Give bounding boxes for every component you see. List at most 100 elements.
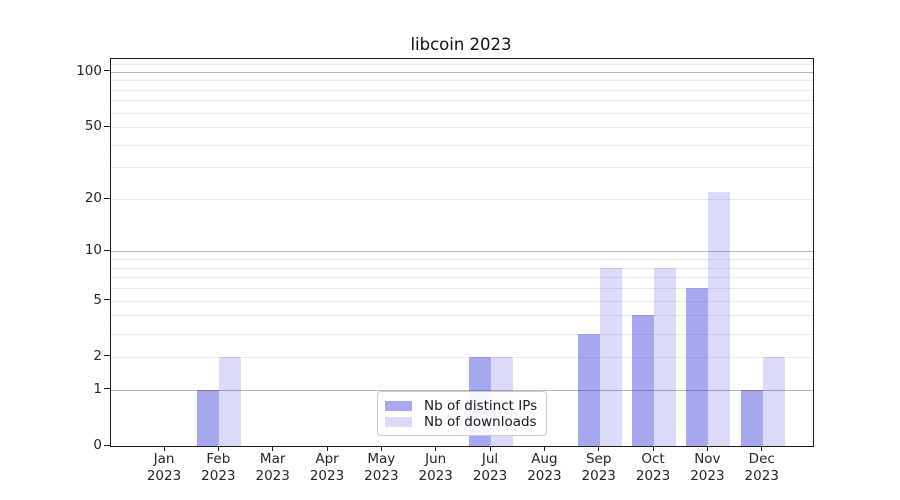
x-tick-mark [435, 446, 437, 451]
y-tick-label: 100 [76, 62, 102, 79]
bar-distinct-ips-feb [197, 389, 220, 446]
x-tick-label-jun: Jun 2023 [406, 451, 466, 485]
x-tick-year: 2023 [364, 468, 399, 484]
gridline-major [111, 251, 813, 253]
x-tick-year: 2023 [255, 468, 290, 484]
y-tick-mark [104, 70, 110, 72]
x-tick-label-jul: Jul 2023 [460, 451, 520, 485]
gridline-minor [111, 112, 813, 114]
x-tick-mark [652, 446, 654, 451]
x-tick-mark [598, 446, 600, 451]
x-tick-mark [761, 446, 763, 451]
y-tick-mark [104, 249, 110, 251]
bar-distinct-ips-sep [577, 333, 600, 446]
x-tick-month: May [367, 451, 396, 467]
x-tick-label-oct: Oct 2023 [623, 451, 683, 485]
y-tick-label: 20 [84, 190, 102, 207]
y-tick-mark [104, 125, 110, 127]
legend-item-downloads: Nb of downloads [385, 414, 546, 430]
y-tick-mark [104, 388, 110, 390]
x-tick-mark [217, 446, 219, 451]
gridline-major [111, 389, 813, 391]
x-tick-label-may: May 2023 [351, 451, 411, 485]
gridline-minor [111, 89, 813, 91]
x-tick-label-sep: Sep 2023 [569, 451, 629, 485]
x-tick-year: 2023 [744, 468, 779, 484]
x-tick-month: Aug [531, 451, 558, 467]
x-tick-label-dec: Dec 2023 [732, 451, 792, 485]
bar-downloads-nov [708, 191, 731, 446]
y-tick-mark [104, 197, 110, 199]
legend-item-distinct-ips: Nb of distinct IPs [385, 398, 546, 414]
x-tick-month: Jun [425, 451, 447, 467]
gridline-minor [111, 127, 813, 129]
x-tick-year: 2023 [472, 468, 508, 484]
x-tick-mark [543, 446, 545, 451]
gridline-minor [111, 267, 813, 269]
gridline-minor [111, 259, 813, 261]
gridline-minor [111, 288, 813, 290]
x-tick-label-nov: Nov 2023 [677, 451, 737, 485]
x-tick-label-aug: Aug 2023 [514, 451, 574, 485]
bar-downloads-oct [654, 267, 677, 446]
gridline-minor [111, 277, 813, 279]
x-tick-year: 2023 [635, 468, 671, 484]
bar-downloads-dec [762, 356, 785, 446]
x-tick-label-feb: Feb 2023 [188, 451, 248, 485]
x-tick-mark [380, 446, 382, 451]
gridline-minor [111, 63, 813, 65]
legend: Nb of distinct IPs Nb of downloads [377, 391, 547, 436]
gridline-minor [111, 315, 813, 317]
gridline-minor [111, 167, 813, 169]
gridline-minor [111, 300, 813, 302]
x-tick-label-mar: Mar 2023 [243, 451, 303, 485]
bar-downloads-feb [219, 356, 242, 446]
y-tick-label: 1 [93, 380, 102, 397]
x-tick-year: 2023 [690, 468, 725, 484]
gridline-minor [111, 199, 813, 201]
x-tick-month: Jan [153, 451, 175, 467]
y-tick-mark [104, 355, 110, 357]
x-tick-mark [272, 446, 274, 451]
y-tick-label: 5 [93, 291, 102, 308]
y-tick-mark [104, 299, 110, 301]
gridline-minor [111, 356, 813, 358]
x-tick-year: 2023 [581, 468, 616, 484]
y-tick-label: 50 [84, 118, 102, 135]
bar-downloads-sep [599, 267, 622, 446]
bar-distinct-ips-dec [740, 389, 763, 446]
legend-label-distinct-ips: Nb of distinct IPs [424, 398, 538, 414]
legend-label-downloads: Nb of downloads [424, 414, 537, 430]
bar-distinct-ips-oct [632, 315, 655, 446]
chart-title: libcoin 2023 [410, 35, 512, 54]
x-tick-month: Sep [585, 451, 612, 467]
x-tick-mark [326, 446, 328, 451]
x-tick-label-jan: Jan 2023 [134, 451, 194, 485]
y-tick-label: 2 [93, 347, 102, 364]
y-tick-label: 10 [84, 242, 102, 259]
x-tick-month: Oct [641, 451, 665, 467]
gridline-minor [111, 144, 813, 146]
x-tick-year: 2023 [309, 468, 345, 484]
plot-area [110, 58, 814, 447]
x-tick-month: Jul [481, 451, 499, 467]
x-tick-year: 2023 [527, 468, 562, 484]
x-tick-month: Mar [259, 451, 286, 467]
x-tick-year: 2023 [418, 468, 453, 484]
legend-swatch-distinct-ips [385, 401, 412, 411]
gridline-minor [111, 333, 813, 335]
x-tick-month: Apr [315, 451, 339, 467]
y-tick-mark [104, 444, 110, 446]
x-tick-month: Nov [694, 451, 721, 467]
y-tick-label: 0 [93, 437, 102, 453]
bar-distinct-ips-nov [686, 288, 709, 446]
gridline-minor [111, 80, 813, 82]
gridline-minor [111, 100, 813, 102]
x-tick-year: 2023 [201, 468, 236, 484]
x-tick-mark [489, 446, 491, 451]
x-tick-year: 2023 [146, 468, 182, 484]
gridline-major [111, 71, 813, 73]
x-tick-label-apr: Apr 2023 [297, 451, 357, 485]
legend-swatch-downloads [385, 417, 412, 427]
